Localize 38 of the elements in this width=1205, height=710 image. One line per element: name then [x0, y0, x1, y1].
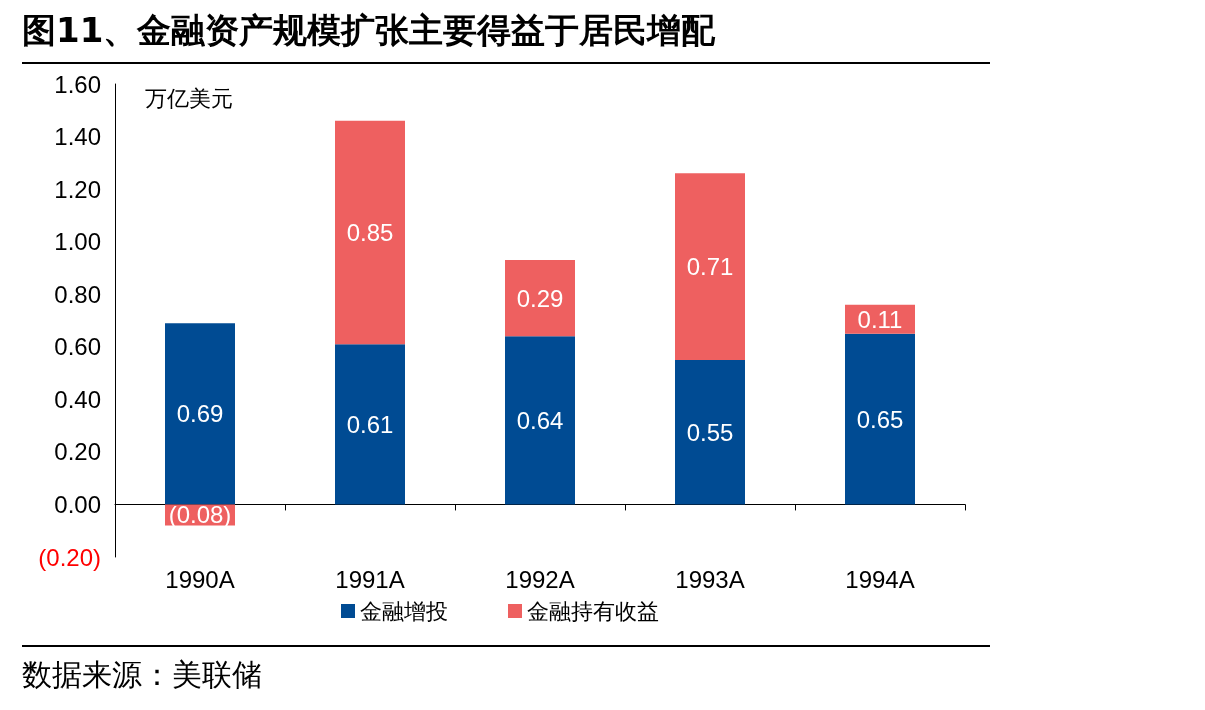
legend-label: 金融持有收益	[527, 598, 659, 624]
data-label: 0.11	[857, 305, 903, 333]
bar	[165, 323, 235, 505]
data-label: 0.29	[516, 284, 564, 312]
y-tick-label: 0.00	[54, 490, 101, 518]
data-label: 0.64	[516, 406, 564, 434]
x-tick-label: 1991A	[335, 565, 405, 593]
data-label: 0.61	[346, 410, 394, 438]
bar	[335, 120, 405, 345]
chart-title: 图11、金融资产规模扩张主要得益于居民增配	[22, 8, 990, 64]
y-tick-label: 1.20	[54, 175, 101, 203]
y-tick-label: 0.40	[54, 385, 101, 413]
y-tick-label: 1.00	[54, 228, 101, 256]
x-tick-label: 1993A	[675, 565, 745, 593]
y-tick-label: 0.20	[54, 438, 101, 466]
y-axis-title: 万亿美元	[145, 85, 233, 111]
data-label: 0.69	[176, 400, 224, 428]
data-label: 0.55	[686, 418, 734, 446]
source-note: 数据来源：美联储	[22, 645, 990, 696]
bar	[505, 336, 575, 505]
data-label: (0.08)	[168, 501, 232, 529]
bar	[675, 173, 745, 360]
bar	[675, 359, 745, 505]
bar	[335, 344, 405, 505]
y-tick-label: 0.60	[54, 333, 101, 361]
y-tick-label: 1.40	[54, 123, 101, 151]
bar	[505, 260, 575, 337]
y-tick-label: 0.80	[54, 280, 101, 308]
data-label: 0.65	[856, 405, 904, 433]
y-tick-label: (0.20)	[38, 543, 101, 571]
x-tick-label: 1992A	[505, 565, 575, 593]
x-tick-label: 1990A	[165, 565, 235, 593]
legend-label: 金融增投	[360, 598, 448, 624]
data-label: 0.71	[686, 253, 734, 281]
bar	[845, 333, 915, 505]
y-tick-label: 1.60	[54, 70, 101, 98]
data-label: 0.85	[346, 218, 394, 246]
x-tick-label: 1994A	[845, 565, 915, 593]
